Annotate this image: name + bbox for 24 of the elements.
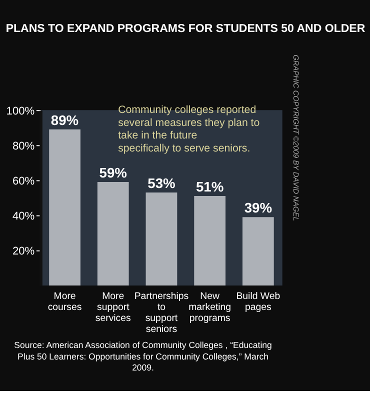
y-tick-label: 40% bbox=[12, 210, 35, 222]
bar bbox=[194, 196, 226, 286]
bar bbox=[49, 129, 80, 286]
y-tick-label: 60% bbox=[12, 175, 35, 188]
source-note: Source: American Association of Community Colleges , “Educating Plus 50 Learners: Opportunities for Community Colleges,” March 2009. bbox=[14, 340, 272, 372]
annotation: Community colleges reported several measures they plan to take in the future specifically to serve seniors. bbox=[118, 104, 260, 155]
x-tick-label: More courses bbox=[48, 290, 82, 313]
data-label: 59% bbox=[99, 164, 127, 180]
x-tick-label: New marketing programs bbox=[188, 290, 232, 324]
x-tick-label: Partnerships to support seniors bbox=[134, 290, 189, 336]
bar bbox=[146, 192, 178, 286]
data-label: 39% bbox=[244, 199, 272, 216]
bar bbox=[242, 217, 274, 286]
text: GRAPHIC COPYRIGHT ©2009 BY DAVID NAGEL bbox=[291, 54, 300, 222]
x-tick-label: Build Web pages bbox=[236, 290, 280, 313]
y-tick-label: 20% bbox=[12, 246, 35, 258]
data-label: 51% bbox=[196, 178, 224, 194]
bar bbox=[97, 182, 129, 286]
data-label: 89% bbox=[50, 112, 79, 128]
chart-title: PLANS TO EXPAND PROGRAMS FOR STUDENTS 50 AND OLDER bbox=[6, 22, 366, 35]
y-tick-label: 100% bbox=[6, 105, 35, 118]
x-tick-label: More support services bbox=[95, 290, 132, 324]
data-label: 53% bbox=[148, 174, 176, 191]
y-tick-label: 80% bbox=[12, 140, 35, 152]
